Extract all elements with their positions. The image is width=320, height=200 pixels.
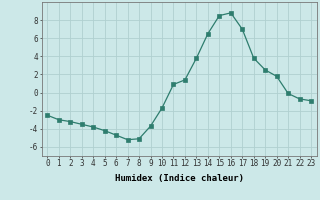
- X-axis label: Humidex (Indice chaleur): Humidex (Indice chaleur): [115, 174, 244, 183]
